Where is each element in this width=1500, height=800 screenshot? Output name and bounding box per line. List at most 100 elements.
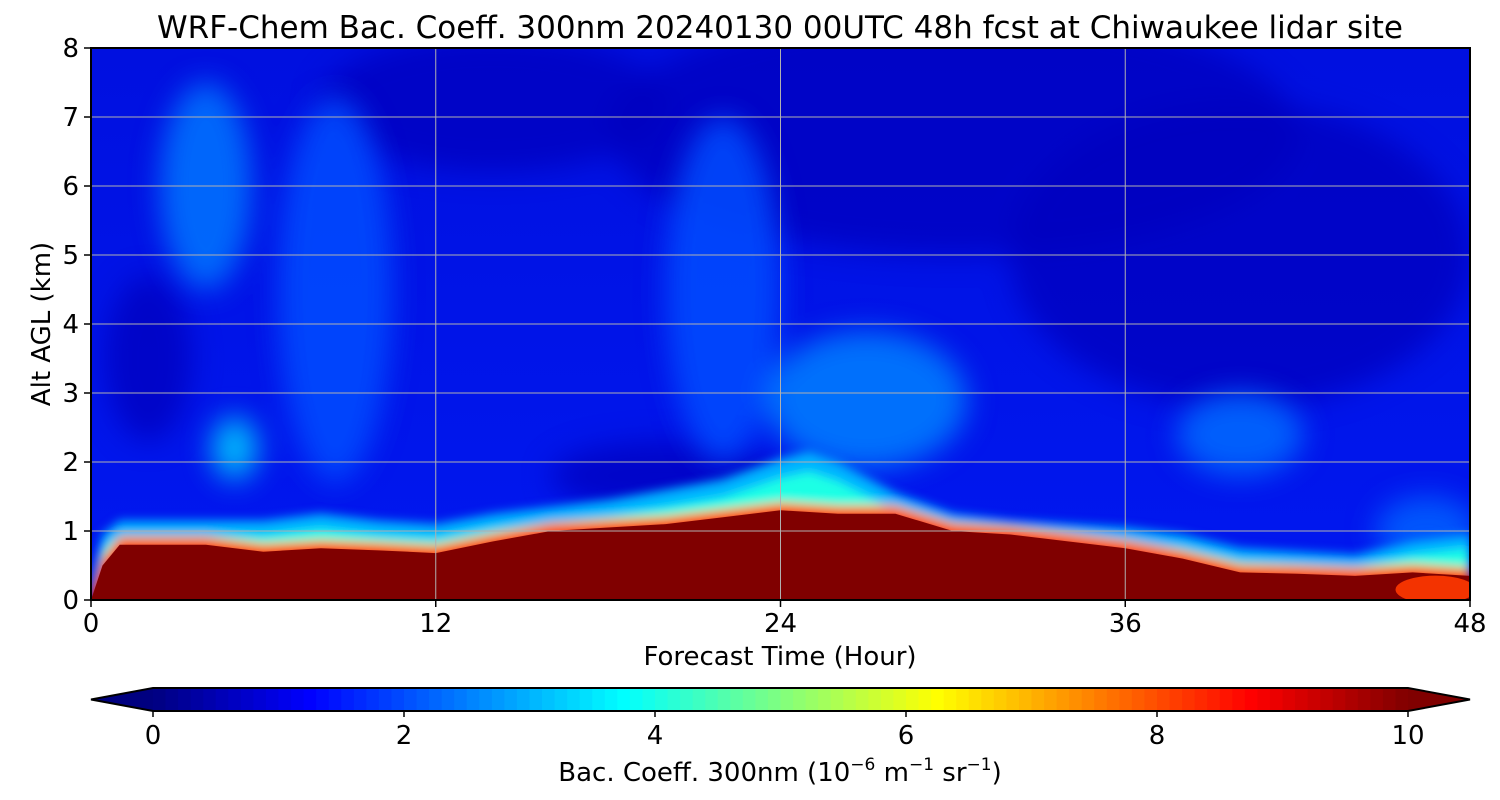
colorbar-segment-43 <box>692 688 706 711</box>
colorbar-segment-53 <box>818 688 832 711</box>
colorbar-segment-64 <box>956 688 970 711</box>
colorbar-segment-80 <box>1157 688 1171 711</box>
colorbar-segment-63 <box>943 688 957 711</box>
colorbar-segment-90 <box>1282 688 1296 711</box>
colorbar-segment-56 <box>855 688 869 711</box>
colorbar-segment-3 <box>190 688 204 711</box>
colorbar-label-exp1: −6 <box>850 755 875 775</box>
colorbar-segment-92 <box>1307 688 1321 711</box>
colorbar-tick-label-0: 0 <box>145 721 162 751</box>
plume-1 <box>211 417 258 480</box>
colorbar-segment-13 <box>316 688 330 711</box>
colorbar-segment-88 <box>1257 688 1271 711</box>
colorbar-segment-66 <box>981 688 995 711</box>
colorbar-segment-59 <box>893 688 907 711</box>
colorbar-segment-85 <box>1219 688 1233 711</box>
grid-lines <box>91 48 1470 600</box>
colorbar-segment-86 <box>1232 688 1246 711</box>
y-tick-label-6: 6 <box>62 172 79 202</box>
colorbar-label: Bac. Coeff. 300nm (10−6 m−1 sr−1) <box>558 755 1001 788</box>
colorbar-segment-62 <box>931 688 945 711</box>
colorbar-segment-52 <box>805 688 819 711</box>
colorbar-segment-39 <box>642 688 656 711</box>
x-tick-label-1: 12 <box>419 609 452 639</box>
colorbar-segment-0 <box>153 688 167 711</box>
colorbar-segment-19 <box>391 688 405 711</box>
y-tick-label-4: 4 <box>62 310 79 340</box>
colorbar-segment-77 <box>1119 688 1133 711</box>
colorbar-segment-67 <box>993 688 1007 711</box>
surface-pocket <box>1395 575 1470 600</box>
x-tick-label-2: 24 <box>764 609 797 639</box>
dark-region-2 <box>320 48 666 173</box>
colorbar-segment-35 <box>592 688 606 711</box>
colorbar-label-main: Bac. Coeff. 300nm (10 <box>558 758 850 788</box>
colorbar-segment-36 <box>604 688 618 711</box>
colorbar-segment-60 <box>906 688 920 711</box>
colorbar-segment-16 <box>353 688 367 711</box>
colorbar-segment-76 <box>1106 688 1120 711</box>
plume-4 <box>766 330 968 469</box>
colorbar-segment-11 <box>291 688 305 711</box>
plume-3 <box>665 117 781 462</box>
colorbar-segment-10 <box>278 688 292 711</box>
colorbar-extend-low <box>91 688 153 711</box>
colorbar-segment-74 <box>1081 688 1095 711</box>
colorbar-segment-71 <box>1044 688 1058 711</box>
colorbar-segment-4 <box>203 688 217 711</box>
colorbar-segment-79 <box>1144 688 1158 711</box>
x-tick-label-0: 0 <box>83 609 100 639</box>
colorbar-segment-91 <box>1295 688 1309 711</box>
colorbar-segment-89 <box>1269 688 1284 711</box>
colorbar-tick-label-3: 6 <box>898 721 915 751</box>
colorbar-segment-75 <box>1094 688 1108 711</box>
y-tick-label-8: 8 <box>62 34 79 64</box>
colorbar-segment-58 <box>880 688 895 711</box>
colorbar-segment-83 <box>1194 688 1208 711</box>
colorbar-segment-2 <box>178 688 192 711</box>
colorbar-segment-73 <box>1069 688 1083 711</box>
colorbar-segment-20 <box>404 688 418 711</box>
y-tick-label-1: 1 <box>62 517 79 547</box>
colorbar-segment-48 <box>755 688 769 711</box>
colorbar-segment-70 <box>1031 688 1045 711</box>
colorbar-segment-87 <box>1244 688 1258 711</box>
colorbar-segment-55 <box>843 688 857 711</box>
colorbar-segment-99 <box>1395 688 1409 711</box>
colorbar-segment-31 <box>542 688 556 711</box>
colorbar-segment-28 <box>504 688 518 711</box>
colorbar-segment-9 <box>265 688 280 711</box>
colorbar-segment-54 <box>830 688 844 711</box>
colorbar-segment-49 <box>767 688 782 711</box>
colorbar-segment-32 <box>554 688 568 711</box>
y-axis: 0 1 2 3 4 5 6 7 8 <box>62 34 91 616</box>
colorbar-segment-12 <box>303 688 317 711</box>
colorbar-segment-37 <box>617 688 631 711</box>
colorbar-segment-17 <box>366 688 380 711</box>
colorbar-segment-21 <box>416 688 430 711</box>
colorbar-segment-23 <box>441 688 455 711</box>
x-tick-label-4: 48 <box>1453 609 1486 639</box>
colorbar-segment-26 <box>479 688 493 711</box>
colorbar-segment-41 <box>667 688 681 711</box>
dark-region-3 <box>105 275 192 442</box>
colorbar-tick-label-1: 2 <box>396 721 413 751</box>
colorbar-segment-46 <box>730 688 744 711</box>
colorbar-segment-18 <box>378 688 393 711</box>
colorbar-segment-82 <box>1182 688 1196 711</box>
colorbar-label-exp3: −1 <box>967 755 992 775</box>
colorbar-segment-65 <box>968 688 982 711</box>
colorbar-segment-30 <box>529 688 543 711</box>
colorbar-label-exp2: −1 <box>909 755 934 775</box>
colorbar-ticks: 0 2 4 6 8 10 <box>145 711 1425 751</box>
colorbar-segment-72 <box>1056 688 1070 711</box>
y-tick-label-5: 5 <box>62 241 79 271</box>
colorbar-segment-38 <box>629 688 644 711</box>
colorbar-segment-1 <box>165 688 179 711</box>
colorbar-segment-69 <box>1018 688 1033 711</box>
colorbar-segment-22 <box>429 688 443 711</box>
colorbar-segment-6 <box>228 688 242 711</box>
y-tick-label-3: 3 <box>62 379 79 409</box>
chart-title: WRF-Chem Bac. Coeff. 300nm 20240130 00UT… <box>157 10 1403 46</box>
